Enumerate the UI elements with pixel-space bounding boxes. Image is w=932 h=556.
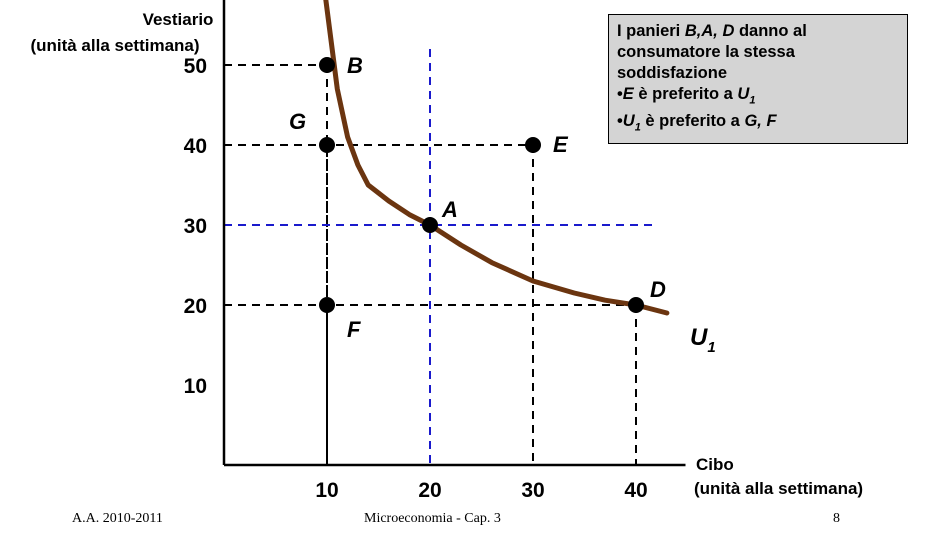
y-tick-10: 10: [184, 375, 207, 398]
bullet-1-mid: è preferito a: [633, 85, 738, 103]
footer-center: Microeconomia - Cap. 3: [364, 511, 501, 526]
bullet-1-u: U: [737, 85, 750, 103]
point-label-F: F: [347, 317, 361, 342]
bullet-2-mid: è preferito a: [640, 112, 745, 131]
bullet-1-item: E: [622, 85, 634, 103]
note-bullet-2: •U1 è preferito a G, F: [617, 111, 899, 138]
tick-labels: 10 20 30 40 10 20 30 40 50: [184, 55, 648, 502]
point-label-G: G: [289, 109, 306, 134]
point-label-A: A: [441, 197, 458, 222]
note-line-2: consumatore la stessa: [617, 43, 795, 61]
y-tick-20: 20: [184, 295, 207, 318]
x-axis-title-line2: (unità alla settimana): [694, 479, 863, 498]
note-bullet-1: •E è preferito a U1: [617, 84, 899, 111]
footer-left: A.A. 2010-2011: [72, 511, 163, 526]
note-line1-post: danno al: [734, 22, 807, 40]
y-tick-30: 30: [184, 215, 207, 238]
x-tick-30: 30: [521, 479, 544, 502]
footer-right: 8: [833, 511, 840, 526]
bullet-2-u: U: [622, 112, 635, 131]
point-D: [628, 297, 644, 313]
point-B: [319, 57, 335, 73]
point-G: [319, 137, 335, 153]
note-line-3: soddisfazione: [617, 64, 728, 82]
y-axis-title-line2: (unità alla settimana): [30, 36, 199, 55]
point-label-E: E: [553, 132, 569, 157]
y-tick-40: 40: [184, 135, 207, 158]
note-line1-pre: I panieri: [617, 22, 685, 40]
bullet-2-sub: 1: [634, 121, 641, 134]
y-axis-title-line1: Vestiario: [143, 10, 214, 29]
note-line1-items: B,A, D: [684, 22, 735, 40]
guide-lines: [224, 49, 657, 465]
point-label-B: B: [347, 53, 363, 78]
note-box: I panieri B,A, D danno al consumatore la…: [608, 14, 908, 144]
data-points: A B D E G F: [289, 53, 666, 342]
indifference-curve-u1: [323, 0, 670, 316]
point-label-D: D: [650, 277, 666, 302]
bullet-1-mark: •: [617, 85, 623, 103]
x-axis-title-line1: Cibo: [696, 455, 734, 474]
curve-label-sub: 1: [707, 339, 715, 356]
axes: [222, 0, 686, 467]
curve-label: U1: [690, 324, 716, 356]
point-A: [422, 217, 438, 233]
point-E: [525, 137, 541, 153]
bullet-2-items: G, F: [744, 112, 777, 131]
note-line-1: I panieri B,A, D danno al: [617, 21, 899, 42]
x-tick-10: 10: [315, 479, 338, 502]
bullet-1-sub: 1: [749, 94, 756, 107]
point-F: [319, 297, 335, 313]
x-tick-20: 20: [418, 479, 441, 502]
y-tick-50: 50: [184, 55, 207, 78]
x-tick-40: 40: [624, 479, 647, 502]
curve-label-main: U: [690, 324, 708, 351]
bullet-2-mark: •: [617, 112, 623, 131]
